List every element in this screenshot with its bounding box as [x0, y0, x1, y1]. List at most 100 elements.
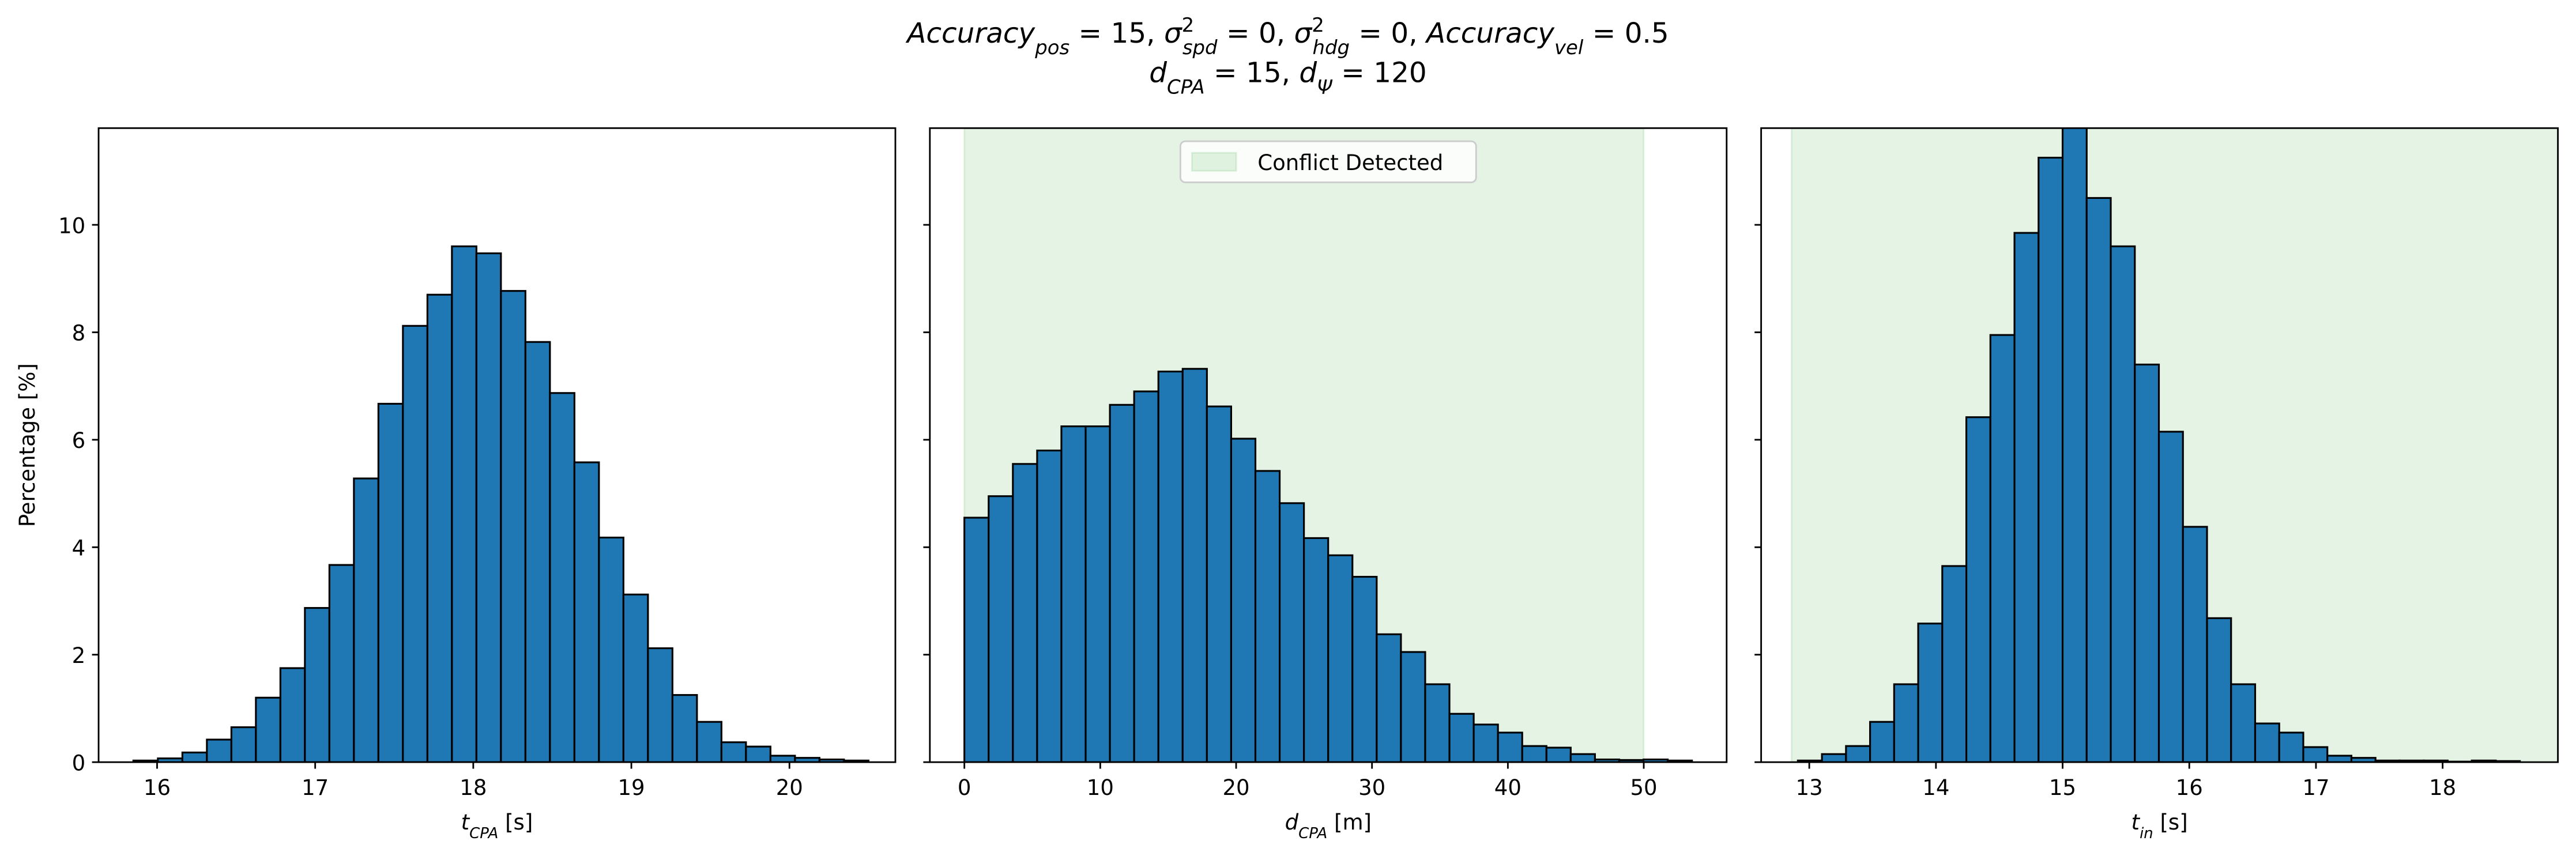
x-tick-label: 18: [460, 775, 487, 800]
legend-swatch: [1191, 152, 1237, 172]
bar: [1278, 502, 1305, 763]
x-axis-label: tin [s]: [2131, 810, 2188, 842]
y-tick-label: 8: [72, 321, 86, 346]
y-tick-label: 10: [58, 213, 85, 238]
x-tick-label: 50: [1630, 775, 1657, 800]
bar: [304, 607, 330, 763]
bar: [524, 341, 551, 763]
plot-area: [1790, 128, 2558, 763]
bar: [671, 694, 698, 763]
x-axis-label: dCPA [m]: [1285, 810, 1372, 842]
subscript: in: [2140, 825, 2153, 842]
bar: [1254, 470, 1281, 763]
bar: [598, 536, 624, 763]
bar: [181, 751, 208, 763]
bar: [988, 495, 1014, 763]
x-tick-label: 16: [2176, 775, 2203, 800]
bar: [2254, 722, 2280, 763]
bar: [426, 293, 453, 763]
subscript: pos: [1034, 36, 1069, 59]
bar: [2157, 431, 2184, 763]
bar: [1497, 732, 1523, 763]
legend-label: Conflict Detected: [1257, 150, 1443, 175]
bar: [963, 517, 990, 763]
bar: [1376, 633, 1402, 763]
bar: [1893, 683, 1919, 763]
bar: [475, 252, 502, 763]
text-run: Accuracy: [1425, 17, 1555, 50]
bar: [230, 726, 257, 763]
bar: [1989, 334, 2016, 763]
y-axis-label: Percentage [%]: [15, 363, 40, 527]
bar: [2302, 746, 2329, 763]
bar: [255, 696, 281, 763]
x-tick-label: 17: [302, 775, 329, 800]
bar: [1424, 683, 1451, 763]
subscript: Ψ: [1317, 76, 1333, 98]
x-tick-label: 10: [1087, 775, 1114, 800]
bar: [1303, 537, 1330, 763]
bar: [1206, 405, 1232, 763]
subscript: CPA: [469, 825, 498, 842]
bar: [2061, 128, 2088, 763]
bar: [1133, 390, 1159, 763]
bar: [549, 392, 575, 763]
subscript: spd: [1182, 36, 1218, 59]
x-tick-label: 40: [1494, 775, 1522, 800]
bar: [2013, 232, 2040, 763]
superscript: 2: [1182, 14, 1195, 36]
y-tick-label: 0: [72, 751, 86, 775]
x-tick-label: 0: [958, 775, 971, 800]
y-tick-label: 4: [72, 536, 86, 561]
bar: [206, 738, 232, 763]
bar: [1521, 745, 1547, 763]
bar: [1109, 404, 1135, 763]
bar: [353, 477, 379, 763]
bar: [1941, 565, 1968, 763]
x-tick-label: 13: [1796, 775, 1823, 800]
bar: [1869, 721, 1895, 763]
text-run: d: [1285, 810, 1299, 835]
bar: [1965, 416, 1991, 763]
bar: [2278, 732, 2304, 763]
bar: [2230, 683, 2257, 763]
superscript: 2: [1312, 14, 1324, 36]
bar: [1084, 425, 1111, 763]
bar: [1569, 753, 1596, 763]
bar: [402, 325, 428, 763]
text-run: Accuracy: [905, 17, 1035, 50]
text-run: = 15,: [1205, 56, 1300, 89]
y-tick-label: 6: [72, 428, 86, 453]
subscript: CPA: [1167, 76, 1205, 98]
text-run: d: [1149, 56, 1167, 89]
bar: [2085, 197, 2112, 763]
subscript: CPA: [1298, 825, 1327, 842]
x-tick-label: 20: [776, 775, 803, 800]
bar: [2206, 617, 2232, 763]
text-run: [s]: [498, 810, 533, 835]
x-tick-label: 14: [1922, 775, 1949, 800]
axes-frame: [1760, 127, 2559, 763]
bar: [1157, 370, 1184, 763]
plot-area: [132, 245, 869, 763]
text-run: = 0,: [1218, 17, 1294, 50]
legend: Conflict Detected: [1179, 140, 1477, 183]
bar: [1821, 753, 1847, 763]
text-run: d: [1299, 56, 1317, 89]
subscript: hdg: [1312, 36, 1350, 59]
y-tick-label: 2: [72, 643, 86, 668]
text-run: = 15,: [1069, 17, 1164, 50]
bar: [279, 667, 306, 763]
subplot: 16 17 18 19 20 0 2 4 6 8 10 tCPA [s] Percentage [%]: [15, 127, 897, 842]
x-axis-label: tCPA [s]: [461, 810, 533, 842]
bar: [451, 245, 477, 763]
bar: [720, 741, 747, 763]
bar: [1036, 449, 1063, 763]
bar: [1545, 747, 1572, 763]
x-tick-label: 30: [1358, 775, 1385, 800]
bar: [377, 402, 404, 763]
text-run: [s]: [2153, 810, 2188, 835]
bar: [2326, 755, 2353, 763]
